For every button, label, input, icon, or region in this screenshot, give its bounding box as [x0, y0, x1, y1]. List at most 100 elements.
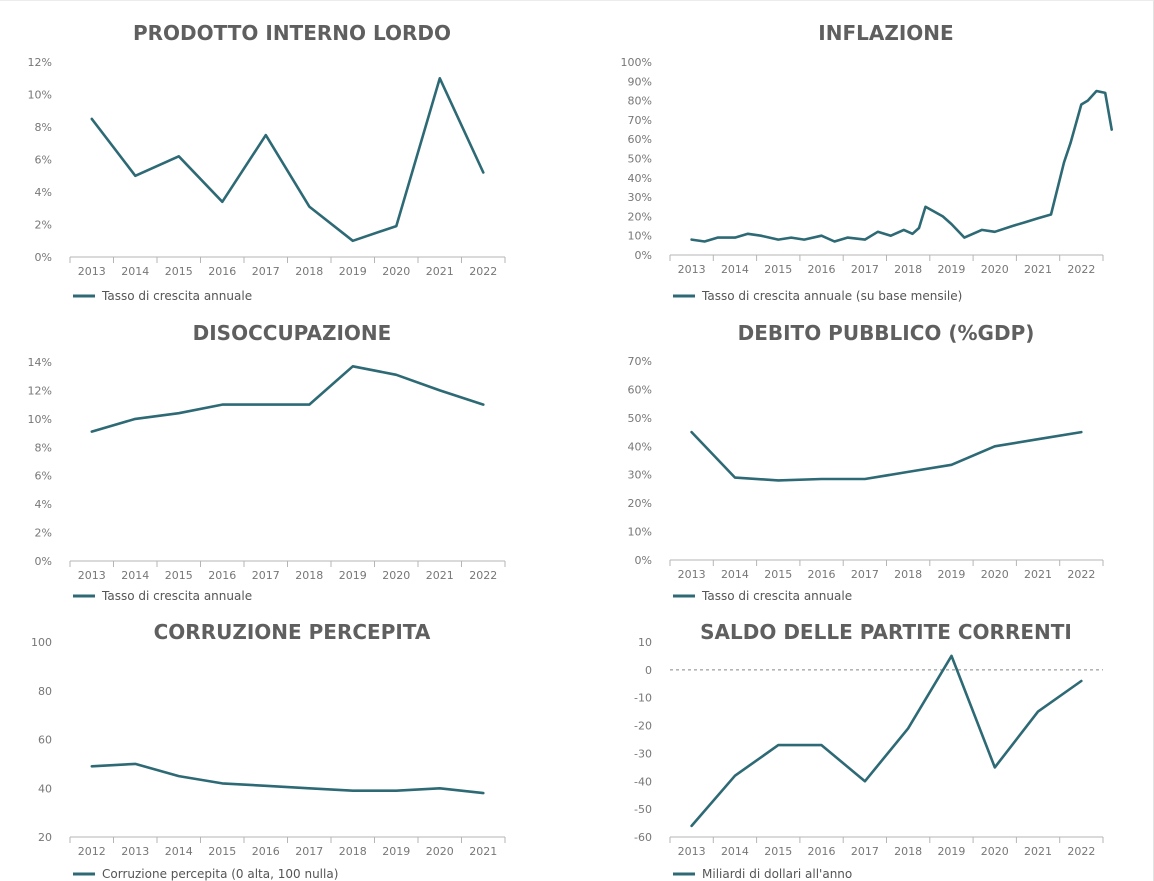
chart-panel-5: CORRUZIONE PERCEPITA 2012 2013 2014 2015 2016…	[31, 620, 506, 881]
y-tick-label: 70%	[628, 355, 652, 368]
data-point	[308, 206, 310, 208]
x-tick-label: 2018	[295, 265, 323, 278]
y-tick-label: 4%	[35, 498, 52, 511]
x-tick-label: 2021	[469, 845, 497, 858]
x-tick-label: 2020	[382, 569, 410, 582]
x-tick-label: 2014	[121, 265, 149, 278]
data-point	[439, 787, 441, 789]
y-tick-label: 10%	[628, 526, 652, 539]
data-point	[950, 655, 953, 657]
data-point	[221, 201, 223, 203]
chart-panel-6: SALDO DELLE PARTITE CORRENTI 2013 2014 2015…	[634, 620, 1104, 881]
data-point	[265, 134, 267, 136]
y-tick-label: 2%	[35, 527, 52, 540]
chart-panel-4: DEBITO PUBBLICO (%GDP) 2013 2014 2015 2016 20…	[628, 321, 1104, 603]
x-tick-label: 2014	[121, 569, 149, 582]
data-point	[1080, 103, 1082, 106]
data-point	[221, 404, 223, 406]
y-tick-label: 0	[645, 664, 652, 677]
y-tick-label: -10	[634, 692, 652, 705]
x-tick-label: 2015	[208, 845, 236, 858]
y-tick-label: 30%	[628, 191, 652, 204]
data-point	[482, 171, 484, 174]
data-point	[91, 118, 93, 120]
data-point	[903, 229, 905, 231]
x-tick-label: 2019	[937, 845, 965, 858]
legend-label: Tasso di crescita annuale	[101, 589, 252, 603]
data-point	[221, 782, 223, 784]
data-point	[178, 155, 180, 157]
x-tick-label: 2019	[937, 263, 965, 276]
series-line	[690, 430, 1083, 482]
y-tick-label: 14%	[28, 356, 52, 369]
data-point	[265, 785, 267, 787]
chart-panel-1: PRODOTTO INTERNO LORDO 2013 2014 2015 2016 20…	[28, 21, 506, 303]
x-tick-label: 2016	[808, 568, 836, 581]
data-point	[846, 237, 849, 239]
data-point	[918, 227, 920, 229]
chart-title: PRODOTTO INTERNO LORDO	[133, 21, 451, 45]
y-tick-label: 4%	[35, 186, 52, 199]
data-point	[994, 445, 996, 447]
y-tick-label: 0%	[35, 251, 52, 264]
chart-title: INFLAZIONE	[818, 21, 953, 45]
data-point	[91, 431, 93, 433]
y-tick-label: 6%	[35, 154, 52, 167]
data-point	[820, 235, 823, 237]
x-tick-label: 2020	[382, 265, 410, 278]
data-point	[352, 790, 354, 792]
series-line	[90, 364, 485, 433]
data-point	[864, 478, 866, 480]
x-tick-label: 2018	[894, 568, 922, 581]
x-tick-label: 2013	[78, 265, 106, 278]
x-tick-label: 2016	[808, 845, 836, 858]
y-tick-label: 80%	[628, 95, 652, 108]
data-point	[981, 229, 983, 231]
y-tick-label: 100	[31, 636, 52, 649]
legend-label: Corruzione percepita (0 alta, 100 nulla)	[102, 867, 338, 881]
chart-title: CORRUZIONE PERCEPITA	[154, 620, 431, 644]
x-tick-label: 2020	[426, 845, 454, 858]
legend-label: Tasso di crescita annuale (su base mensi…	[701, 289, 962, 303]
data-point	[1037, 217, 1039, 219]
chart-panel-2: INFLAZIONE 2013 2014 2015 2016 2017 2018 2019 20…	[621, 21, 1113, 303]
data-point	[1011, 225, 1013, 227]
data-point	[747, 233, 749, 235]
data-point	[482, 792, 484, 794]
x-tick-label: 2016	[252, 845, 280, 858]
chart-title: DISOCCUPAZIONE	[193, 321, 392, 345]
data-point	[439, 77, 441, 79]
y-tick-label: 40%	[628, 440, 652, 453]
y-tick-label: 100%	[621, 56, 652, 69]
data-point	[1063, 161, 1065, 163]
x-tick-label: 2021	[1024, 263, 1052, 276]
x-tick-label: 2020	[981, 568, 1009, 581]
data-point	[734, 237, 736, 239]
legend-label: Miliardi di dollari all'anno	[702, 867, 852, 881]
data-point	[734, 476, 736, 479]
y-tick-label: -50	[634, 803, 652, 816]
y-tick-label: 70%	[628, 114, 652, 127]
data-point	[1037, 438, 1039, 440]
legend-label: Tasso di crescita annuale	[701, 589, 852, 603]
data-point	[395, 790, 397, 792]
chart-title: DEBITO PUBBLICO (%GDP)	[738, 321, 1035, 345]
x-tick-label: 2015	[165, 265, 193, 278]
x-tick-label: 2022	[1067, 845, 1095, 858]
data-point	[777, 238, 779, 241]
y-tick-label: 6%	[35, 470, 52, 483]
data-point	[760, 235, 762, 237]
x-tick-label: 2018	[894, 845, 922, 858]
data-point	[352, 365, 354, 367]
data-point	[691, 238, 693, 241]
x-tick-label: 2019	[339, 265, 367, 278]
data-point	[308, 404, 310, 406]
y-tick-label: 20%	[628, 210, 652, 223]
data-point	[1111, 128, 1113, 131]
legend-label: Tasso di crescita annuale	[101, 289, 252, 303]
x-tick-label: 2022	[469, 265, 497, 278]
data-point	[864, 780, 866, 782]
x-tick-label: 2013	[121, 845, 149, 858]
data-point	[265, 404, 267, 406]
